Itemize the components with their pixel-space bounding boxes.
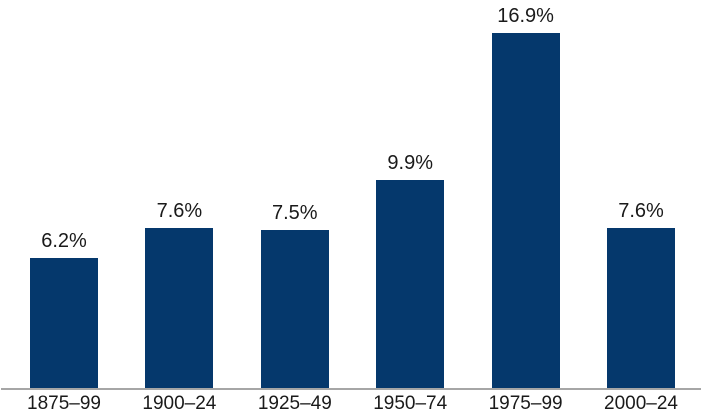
x-axis-line xyxy=(1,388,701,390)
x-axis-label: 1950–74 xyxy=(373,393,448,414)
x-axis-label: 1900–24 xyxy=(142,393,217,414)
bar-value-label: 9.9% xyxy=(387,152,433,174)
bar-value-label: 6.2% xyxy=(41,230,87,252)
x-axis-label: 1975–99 xyxy=(488,393,563,414)
bar-value-label: 7.5% xyxy=(272,202,318,224)
bar xyxy=(376,180,445,388)
bar xyxy=(145,228,214,388)
bar-value-label: 16.9% xyxy=(497,5,554,27)
x-axis-label: 1875–99 xyxy=(27,393,101,414)
bar xyxy=(30,258,98,388)
bar xyxy=(607,228,675,388)
bar-value-label: 7.6% xyxy=(618,200,664,222)
x-axis-label: 1925–49 xyxy=(257,393,332,414)
bar xyxy=(260,230,329,388)
x-axis-label: 2000–24 xyxy=(604,393,678,414)
bar-value-label: 7.6% xyxy=(156,200,203,222)
bar xyxy=(491,33,560,388)
